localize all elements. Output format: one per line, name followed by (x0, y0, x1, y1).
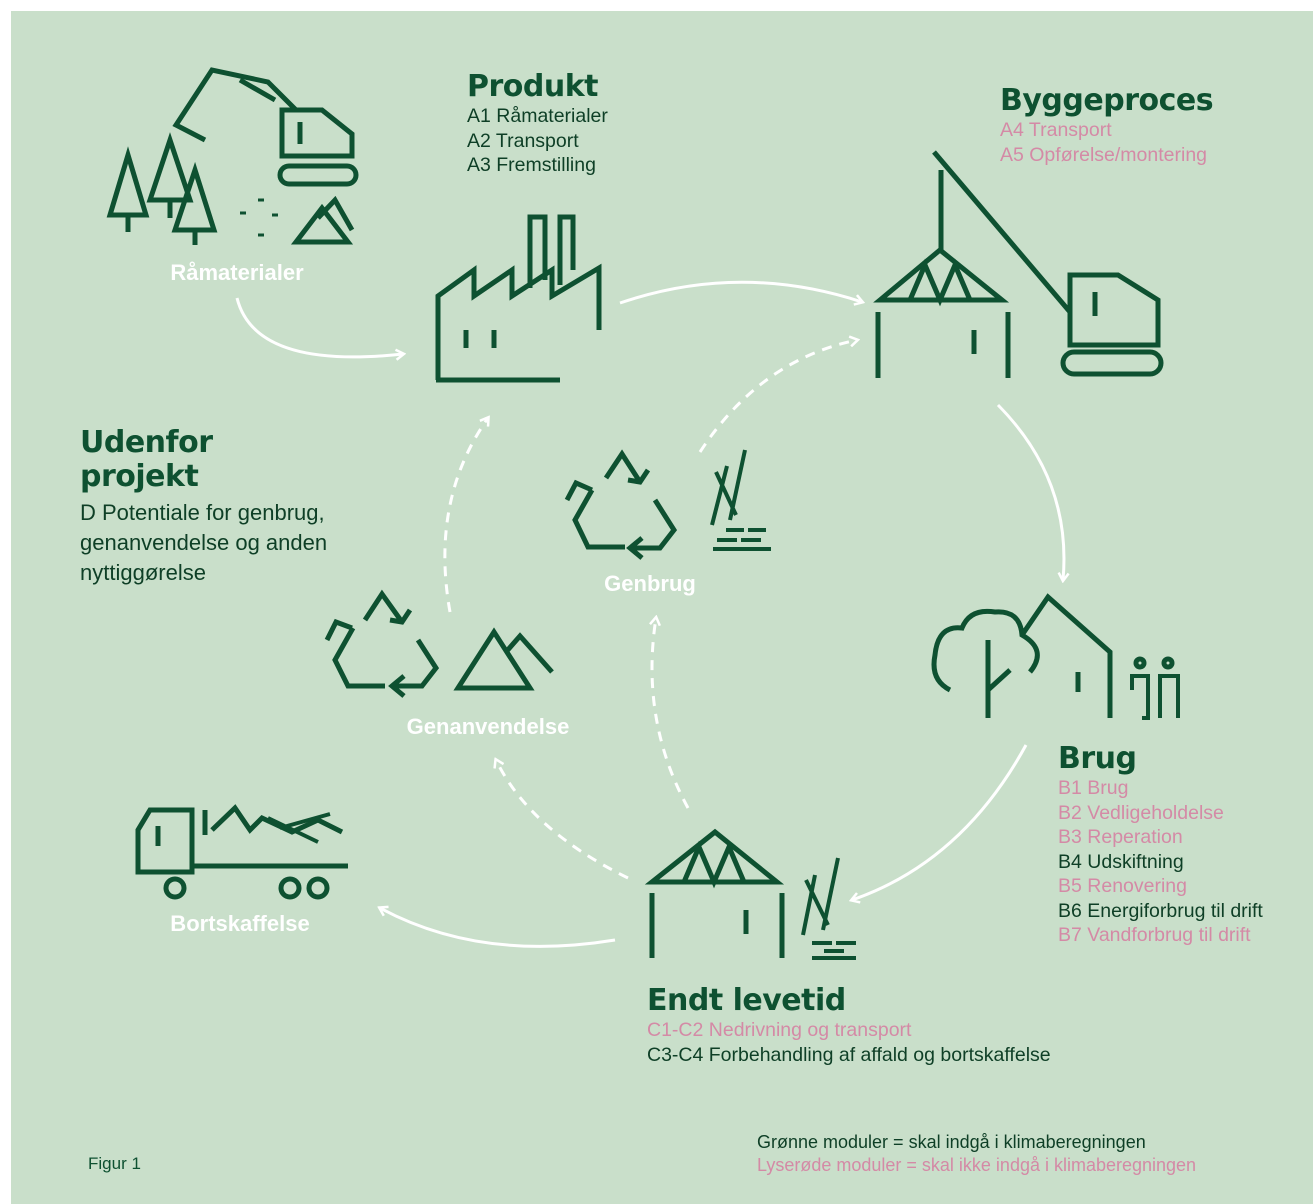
stage-title: Brug (1058, 742, 1263, 776)
stage-title: Produkt (467, 70, 608, 104)
stage-title: Endt levetid (647, 984, 1051, 1018)
module: B3 Reperation (1058, 825, 1263, 850)
legend-entry: Grønne moduler = skal indgå i klimabereg… (757, 1131, 1196, 1154)
stage-title: Byggeproces (1000, 84, 1213, 118)
module: C1-C2 Nedrivning og transport (647, 1018, 1051, 1043)
module: B5 Renovering (1058, 874, 1263, 899)
stage-endt-levetid: Endt levetid C1-C2 Nedrivning og transpo… (647, 984, 1051, 1067)
page: Produkt A1 Råmaterialer A2 Transport A3 … (0, 0, 1313, 1204)
icon-label: Genanvendelse (407, 714, 570, 740)
stage-title: Udenfor projekt (80, 426, 240, 494)
stage-brug: Brug B1 Brug B2 Vedligeholdelse B3 Reper… (1058, 742, 1263, 948)
module: B7 Vandforbrug til drift (1058, 923, 1263, 948)
module: A5 Opførelse/montering (1000, 143, 1213, 168)
icon-label: Genbrug (604, 571, 696, 597)
stage-udenfor: Udenfor projekt D Potentiale for genbrug… (80, 426, 410, 588)
module: C3-C4 Forbehandling af affald og bortska… (647, 1043, 1051, 1068)
legend-entry: Lyserøde moduler = skal ikke indgå i kli… (757, 1154, 1196, 1177)
stage-byggeproces: Byggeproces A4 Transport A5 Opførelse/mo… (1000, 84, 1213, 167)
module: B6 Energiforbrug til drift (1058, 899, 1263, 924)
module: A4 Transport (1000, 118, 1213, 143)
module: A1 Råmaterialer (467, 104, 608, 129)
module: A2 Transport (467, 129, 608, 154)
icon-label: Bortskaffelse (170, 911, 309, 937)
module: B1 Brug (1058, 776, 1263, 801)
module: B4 Udskiftning (1058, 850, 1263, 875)
module: D Potentiale for genbrug, genanvendelse … (80, 498, 395, 588)
module: B2 Vedligeholdelse (1058, 801, 1263, 826)
module: A3 Fremstilling (467, 153, 608, 178)
icon-label: Råmaterialer (170, 260, 303, 286)
stage-produkt: Produkt A1 Råmaterialer A2 Transport A3 … (467, 70, 608, 178)
figure-label: Figur 1 (88, 1154, 141, 1174)
legend: Grønne moduler = skal indgå i klimabereg… (757, 1131, 1196, 1177)
